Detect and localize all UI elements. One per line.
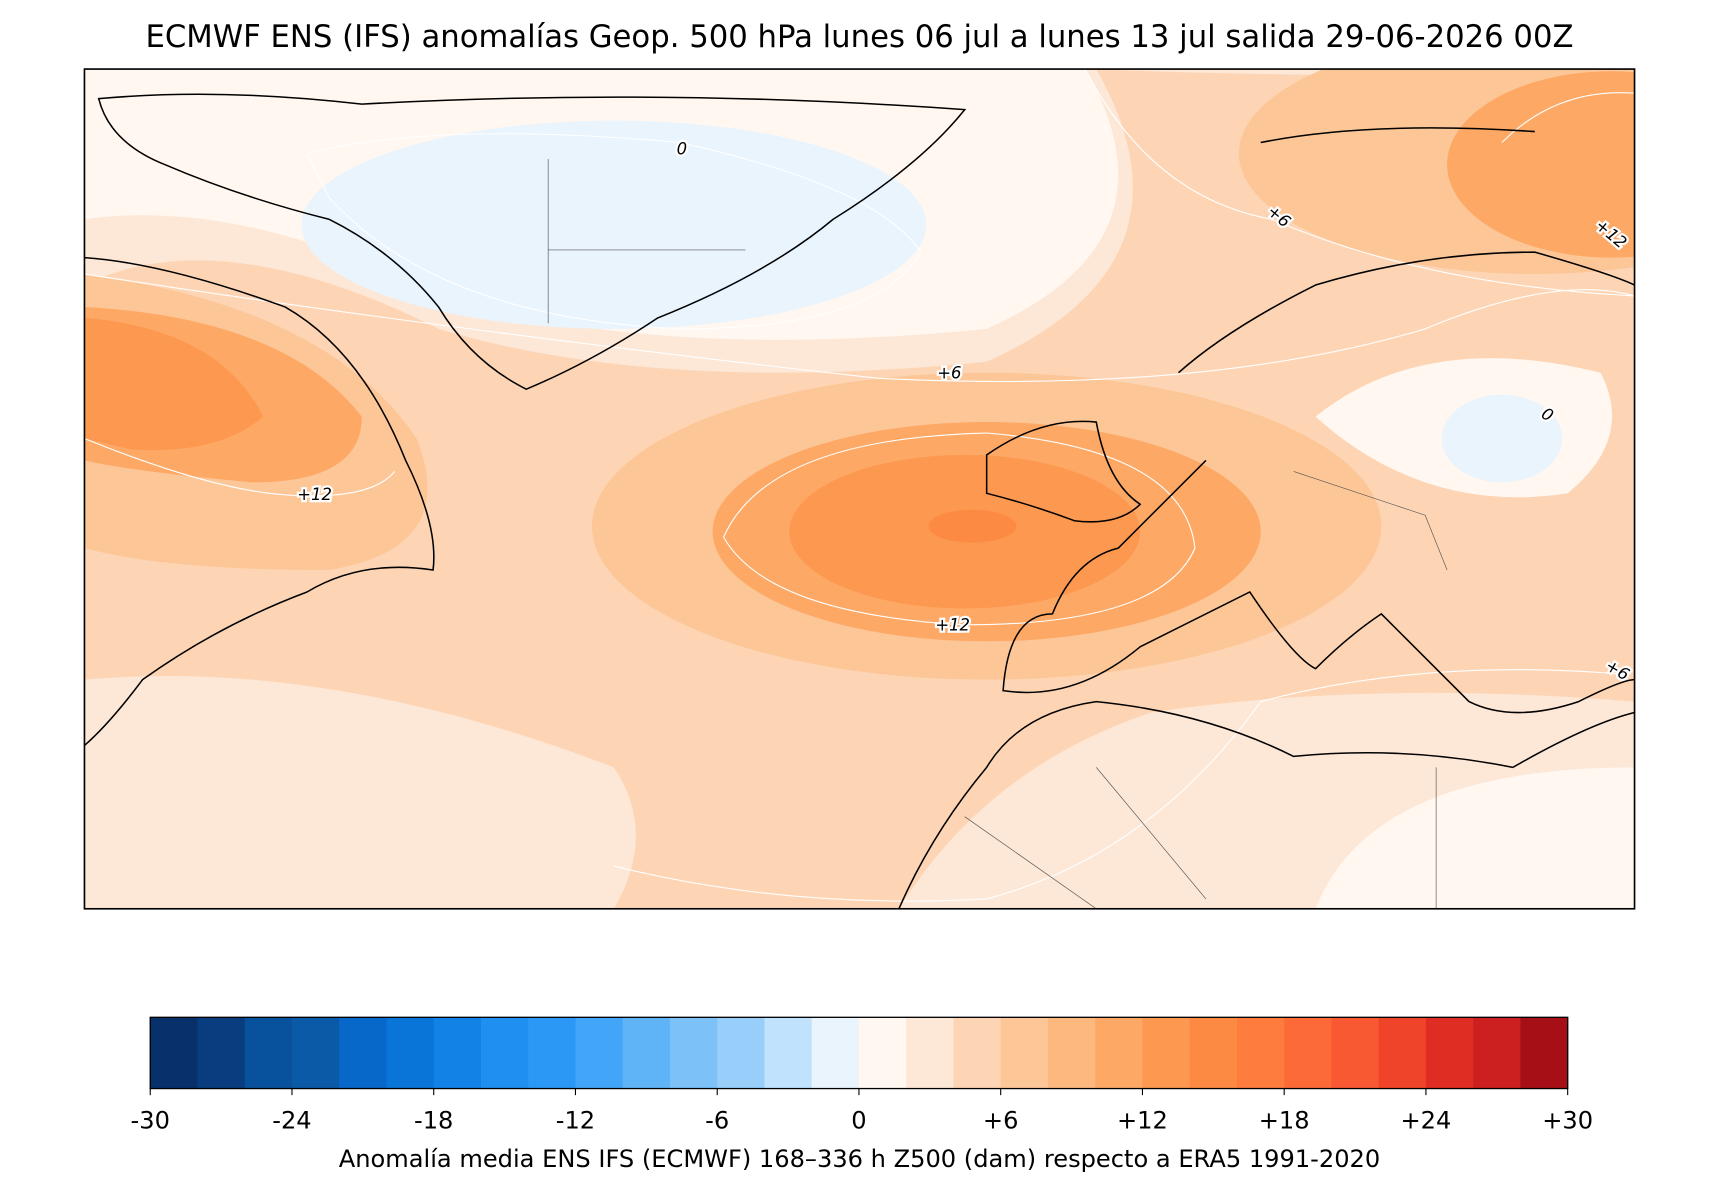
contour-label: +12 [297, 485, 332, 504]
colorbar-bin [197, 1017, 246, 1089]
colorbar-bin [480, 1017, 529, 1089]
colorbar-bin [528, 1017, 577, 1089]
colorbar-bin [1284, 1017, 1332, 1089]
colorbar-tick-label: -24 [272, 1106, 311, 1134]
title: ECMWF ENS (IFS) anomalías Geop. 500 hPa … [145, 20, 1573, 55]
colorbar-tick-label: -30 [131, 1106, 170, 1134]
colorbar-label: Anomalía media ENS IFS (ECMWF) 168–336 h… [339, 1145, 1381, 1173]
colorbar-tick-label: +30 [1542, 1106, 1593, 1134]
map-frame [83, 68, 1636, 910]
colorbar-bin [1189, 1017, 1238, 1089]
colorbar-bin [575, 1017, 624, 1089]
contour-label: +12 [935, 615, 970, 634]
colorbar-bin [1095, 1017, 1143, 1089]
colorbar-bin [717, 1017, 766, 1089]
colorbar-bin [291, 1017, 340, 1089]
colorbar-tick-label: -6 [705, 1106, 729, 1134]
colorbar-bin [1331, 1017, 1380, 1089]
colorbar-bin [811, 1017, 860, 1089]
colorbar-bin [1142, 1017, 1191, 1089]
contour-label: +6 [937, 363, 961, 382]
contour-label: 0 [677, 140, 687, 159]
colorbar-bin [244, 1017, 293, 1089]
colorbar-bin [1473, 1017, 1521, 1089]
colorbar-bin [764, 1017, 813, 1089]
colorbar-bin [1520, 1017, 1569, 1089]
colorbar: -30 -24 -18 -12 -6 0 +6 +12 +18 +24 +30 [131, 1016, 1593, 1134]
colorbar-bin [1047, 1017, 1096, 1089]
map: 0 +6 +12 +6 +12 +12 0 +6 [84, 69, 1635, 909]
colorbar-bin [433, 1017, 482, 1089]
colorbar-tick-label: -12 [556, 1106, 595, 1134]
colorbar-bin [1236, 1017, 1285, 1089]
colorbar-frame [149, 1016, 1569, 1090]
colorbar-bin [858, 1017, 907, 1089]
colorbar-tick-label: +18 [1259, 1106, 1310, 1134]
colorbar-bin [622, 1017, 671, 1089]
colorbar-bin [386, 1017, 435, 1089]
colorbar-bin [1378, 1017, 1427, 1089]
colorbar-bin [150, 1017, 199, 1089]
colorbar-tick-label: -18 [414, 1106, 453, 1134]
colorbar-bin [1425, 1017, 1474, 1089]
colorbar-bin [1000, 1017, 1049, 1089]
colorbar-bin [906, 1017, 954, 1089]
colorbar-bin [669, 1017, 718, 1089]
colorbar-tick-label: +12 [1117, 1106, 1168, 1134]
colorbar-tick-label: +24 [1400, 1106, 1451, 1134]
colorbar-bin [953, 1017, 1002, 1089]
colorbar-bin [339, 1017, 388, 1089]
colorbar-tick-label: +6 [983, 1106, 1019, 1134]
colorbar-tick-label: 0 [851, 1106, 866, 1134]
